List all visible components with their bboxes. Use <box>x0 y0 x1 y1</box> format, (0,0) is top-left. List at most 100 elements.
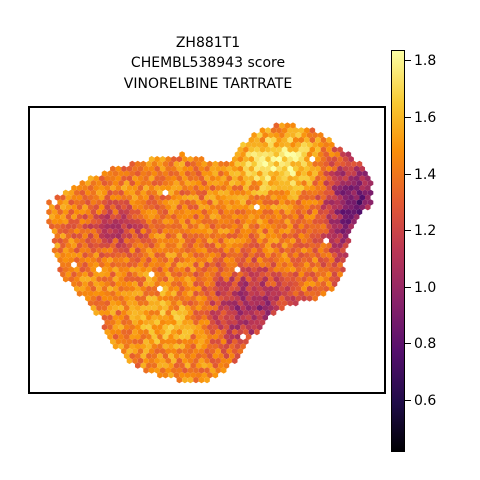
colorbar-axis: 0.6 0.8 1.0 1.2 1.4 1.6 1.8 <box>405 50 475 452</box>
spot-hexagon <box>251 304 257 312</box>
spot-hexagon <box>157 170 163 177</box>
spot-hexagon <box>148 280 155 288</box>
spot-hexagon <box>85 256 91 264</box>
spot-hexagon <box>292 175 299 182</box>
spot-hexagon <box>193 165 199 172</box>
spot-hexagon <box>151 266 158 273</box>
spot-hexagon <box>340 199 346 206</box>
spot-hexagon <box>295 237 302 244</box>
spot-hexagon <box>140 295 147 302</box>
spot-hexagon <box>195 285 202 292</box>
spot-hexagon <box>270 136 277 144</box>
spot-hexagon <box>129 266 135 273</box>
spot-hexagon <box>107 314 113 321</box>
spot-hexagon <box>240 333 246 340</box>
spot-hexagon <box>129 180 135 187</box>
spot-hexagon <box>90 285 97 292</box>
spot-hexagon <box>262 228 269 235</box>
spot-hexagon <box>290 141 296 148</box>
spot-hexagon <box>237 319 244 326</box>
spot-hexagon <box>326 194 332 201</box>
spot-hexagon <box>176 156 183 163</box>
spot-hexagon <box>157 199 163 206</box>
spot-hexagon <box>137 271 144 278</box>
spot-hexagon <box>204 309 210 316</box>
spot-hexagon <box>87 261 94 268</box>
spot-hexagon <box>129 189 135 196</box>
spot-hexagon <box>151 352 158 360</box>
spot-hexagon <box>162 199 169 206</box>
spot-hexagon <box>112 256 119 264</box>
spot-hexagon <box>198 271 205 278</box>
spot-hexagon <box>328 170 335 177</box>
spot-hexagon <box>79 285 86 292</box>
spot-hexagon <box>143 165 149 172</box>
spot-hexagon <box>168 333 174 340</box>
spot-hexagon <box>301 276 307 283</box>
spot-hexagon <box>129 314 135 321</box>
spot-hexagon <box>171 319 177 326</box>
spot-hexagon <box>187 290 194 297</box>
spot-hexagon <box>331 232 338 240</box>
spot-hexagon <box>123 247 130 254</box>
spot-hexagon <box>248 280 255 288</box>
spot-hexagon <box>82 204 88 211</box>
spot-hexagon <box>237 338 244 345</box>
spot-hexagon <box>254 252 260 259</box>
spot-hexagon <box>287 242 293 249</box>
spot-hexagon <box>79 208 86 216</box>
spot-hexagon <box>182 300 188 307</box>
spot-hexagon <box>121 213 127 220</box>
spot-hexagon <box>93 300 99 307</box>
spot-hexagon <box>223 304 230 312</box>
spot-hexagon <box>328 266 335 273</box>
spot-hexagon <box>262 256 269 264</box>
spot-hexagon <box>85 189 91 196</box>
spot-hexagon <box>171 204 177 211</box>
spot-hexagon <box>87 223 94 230</box>
spot-hexagon <box>320 290 327 297</box>
spot-hexagon <box>306 208 313 216</box>
spot-hexagon <box>270 280 277 288</box>
spot-hexagon <box>68 247 75 254</box>
spot-hexagon <box>340 237 346 244</box>
spot-hexagon <box>248 175 255 182</box>
spot-hexagon <box>323 218 329 225</box>
spot-hexagon <box>273 295 280 302</box>
spot-hexagon <box>140 352 147 360</box>
spot-hexagon <box>129 170 135 177</box>
spot-hexagon <box>121 165 127 172</box>
spot-hexagon <box>359 194 366 201</box>
spot-hexagon <box>110 338 116 345</box>
spot-hexagon <box>279 208 285 216</box>
spot-hexagon <box>176 252 183 259</box>
spot-hexagon <box>342 165 349 172</box>
spot-hexagon <box>356 189 363 196</box>
spot-hexagon <box>143 242 149 249</box>
spot-hexagon <box>68 228 75 235</box>
spot-hexagon <box>320 194 327 201</box>
spot-hexagon <box>281 165 288 172</box>
spot-hexagon <box>132 319 138 326</box>
spot-hexagon <box>101 295 108 302</box>
spot-hexagon <box>137 204 144 211</box>
spot-hexagon <box>254 146 260 153</box>
spot-hexagon <box>243 232 249 240</box>
spot-hexagon <box>265 146 271 153</box>
spot-hexagon <box>134 333 141 340</box>
spot-hexagon <box>126 184 133 192</box>
spot-hexagon <box>65 252 72 259</box>
spot-hexagon <box>146 160 152 168</box>
spot-hexagon <box>60 223 66 230</box>
spot-hexagon <box>234 170 241 177</box>
spot-hexagon <box>207 256 213 264</box>
spot-hexagon <box>107 247 113 254</box>
spot-hexagon <box>143 338 149 345</box>
spot-hexagon <box>309 223 316 230</box>
spot-hexagon <box>173 189 180 196</box>
spot-hexagon <box>215 165 221 172</box>
spot-hexagon <box>276 194 282 201</box>
spot-hexagon <box>173 208 180 216</box>
spot-hexagon <box>190 324 196 331</box>
spot-hexagon <box>171 175 177 182</box>
